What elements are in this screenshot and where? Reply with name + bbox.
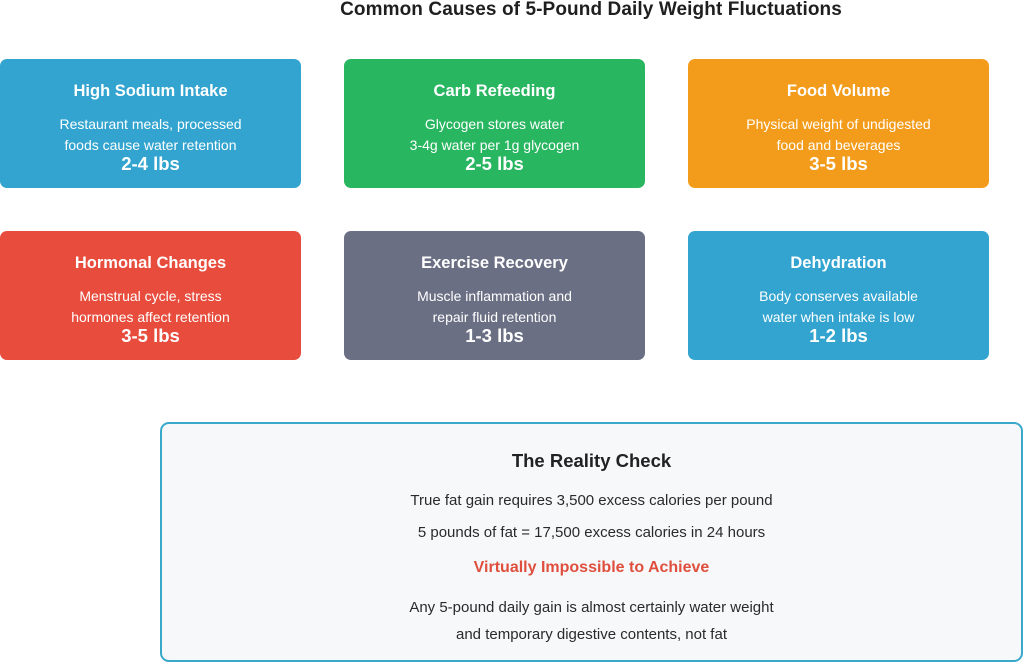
card-title: Dehydration <box>790 254 887 272</box>
card-description-line-2: repair fluid retention <box>432 309 557 325</box>
cause-card-food-volume: Food Volume Physical weight of undigeste… <box>688 59 989 188</box>
card-value: 3-5 lbs <box>809 153 868 174</box>
card-description-line-1: Physical weight of undigested <box>746 116 931 132</box>
cause-card-dehydration: Dehydration Body conserves available wat… <box>688 231 989 360</box>
card-description-line-1: Glycogen stores water <box>424 116 565 132</box>
cause-card-carb-refeeding: Carb Refeeding Glycogen stores water 3-4… <box>344 59 645 188</box>
card-description-line-1: Menstrual cycle, stress <box>79 288 222 304</box>
card-value: 2-4 lbs <box>121 153 180 174</box>
card-value: 3-5 lbs <box>121 325 180 346</box>
reality-check-box: The Reality Check True fat gain requires… <box>160 422 1023 662</box>
reality-check-line-2: 5 pounds of fat = 17,500 excess calories… <box>417 524 766 541</box>
card-description-line-2: hormones affect retention <box>71 309 230 325</box>
card-description-line-1: Body conserves available <box>759 288 918 304</box>
card-title: Hormonal Changes <box>74 254 227 272</box>
card-value: 2-5 lbs <box>465 153 524 174</box>
page-title: Common Causes of 5-Pound Daily Weight Fl… <box>340 0 842 20</box>
card-value: 1-2 lbs <box>809 325 868 346</box>
reality-check-line-3: Any 5-pound daily gain is almost certain… <box>409 599 774 616</box>
card-value: 1-3 lbs <box>465 325 524 346</box>
card-description-line-2: water when intake is low <box>762 309 915 325</box>
reality-check-line-1: True fat gain requires 3,500 excess calo… <box>410 492 773 509</box>
card-title: Exercise Recovery <box>421 254 568 272</box>
reality-check-line-4: and temporary digestive contents, not fa… <box>456 626 727 643</box>
card-description-line-2: foods cause water retention <box>64 137 237 153</box>
cause-card-hormonal-changes: Hormonal Changes Menstrual cycle, stress… <box>0 231 301 360</box>
cause-card-exercise-recovery: Exercise Recovery Muscle inflammation an… <box>344 231 645 360</box>
reality-check-emphasis: Virtually Impossible to Achieve <box>473 559 710 576</box>
cause-card-high-sodium: High Sodium Intake Restaurant meals, pro… <box>0 59 301 188</box>
card-description-line-1: Restaurant meals, processed <box>59 116 242 132</box>
card-description-line-1: Muscle inflammation and <box>417 288 572 304</box>
card-description-line-2: 3-4g water per 1g glycogen <box>409 137 580 153</box>
card-title: Carb Refeeding <box>433 82 556 100</box>
reality-check-title: The Reality Check <box>511 450 672 471</box>
card-title: High Sodium Intake <box>73 82 228 100</box>
card-description-line-2: food and beverages <box>776 137 901 153</box>
card-title: Food Volume <box>786 82 891 100</box>
